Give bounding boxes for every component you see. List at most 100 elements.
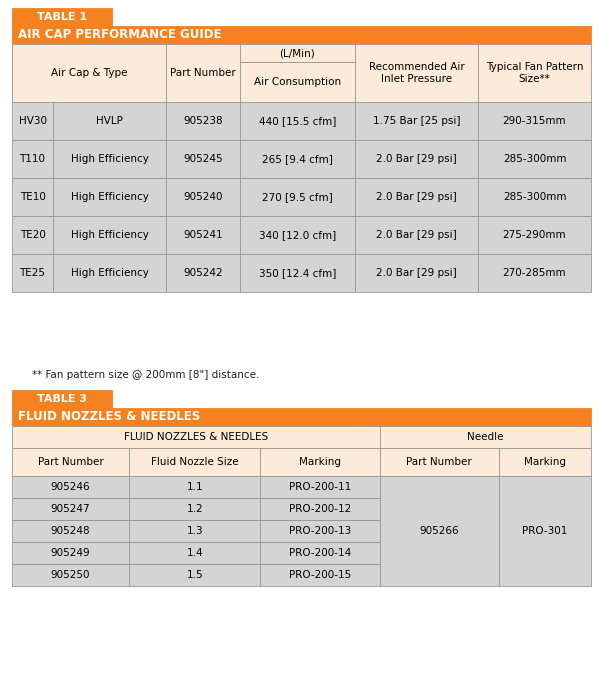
- Text: 2.0 Bar [29 psi]: 2.0 Bar [29 psi]: [376, 268, 457, 278]
- Bar: [12, 520, 129, 542]
- Bar: [478, 178, 591, 216]
- Bar: [499, 476, 591, 586]
- Bar: [499, 448, 591, 476]
- Bar: [12, 476, 129, 498]
- Bar: [240, 44, 355, 62]
- Bar: [260, 520, 379, 542]
- Text: TE25: TE25: [19, 268, 46, 278]
- Bar: [166, 254, 240, 292]
- Text: Part Number: Part Number: [406, 457, 472, 467]
- Text: 275-290mm: 275-290mm: [503, 230, 566, 240]
- Text: 905242: 905242: [183, 268, 223, 278]
- Text: 285-300mm: 285-300mm: [503, 192, 566, 202]
- Text: PRO-200-12: PRO-200-12: [289, 504, 351, 514]
- Bar: [12, 426, 379, 448]
- Text: High Efficiency: High Efficiency: [71, 230, 148, 240]
- Bar: [240, 178, 355, 216]
- Bar: [12, 390, 112, 408]
- Bar: [240, 44, 355, 102]
- Text: T110: T110: [19, 154, 46, 164]
- Text: PRO-200-14: PRO-200-14: [289, 548, 351, 558]
- Bar: [478, 102, 591, 140]
- Text: 270-285mm: 270-285mm: [503, 268, 566, 278]
- Text: 270 [9.5 cfm]: 270 [9.5 cfm]: [262, 192, 333, 202]
- Bar: [12, 44, 166, 102]
- Text: High Efficiency: High Efficiency: [71, 268, 148, 278]
- Bar: [53, 178, 166, 216]
- Text: Air Cap & Type: Air Cap & Type: [51, 68, 127, 78]
- Text: 2.0 Bar [29 psi]: 2.0 Bar [29 psi]: [376, 230, 457, 240]
- Text: 285-300mm: 285-300mm: [503, 154, 566, 164]
- Text: PRO-200-15: PRO-200-15: [289, 570, 351, 580]
- Bar: [129, 476, 260, 498]
- Text: 440 [15.5 cfm]: 440 [15.5 cfm]: [259, 116, 336, 126]
- Text: (L/Min): (L/Min): [280, 48, 315, 58]
- Bar: [240, 216, 355, 254]
- Text: 905241: 905241: [183, 230, 223, 240]
- Text: PRO-200-11: PRO-200-11: [289, 482, 351, 492]
- Bar: [260, 542, 379, 564]
- Bar: [129, 448, 260, 476]
- Text: TE20: TE20: [19, 230, 45, 240]
- Text: High Efficiency: High Efficiency: [71, 192, 148, 202]
- Bar: [240, 140, 355, 178]
- Text: 905249: 905249: [51, 548, 90, 558]
- Bar: [53, 216, 166, 254]
- Bar: [129, 564, 260, 586]
- Text: 290-315mm: 290-315mm: [503, 116, 566, 126]
- Bar: [478, 216, 591, 254]
- Text: 905240: 905240: [183, 192, 223, 202]
- Text: HV30: HV30: [19, 116, 46, 126]
- Text: Marking: Marking: [299, 457, 341, 467]
- Bar: [379, 476, 499, 586]
- Bar: [53, 254, 166, 292]
- Bar: [12, 8, 112, 26]
- Bar: [260, 498, 379, 520]
- Bar: [166, 216, 240, 254]
- Bar: [12, 216, 53, 254]
- Text: Marking: Marking: [524, 457, 566, 467]
- Text: High Efficiency: High Efficiency: [71, 154, 148, 164]
- Bar: [12, 448, 129, 476]
- Bar: [355, 254, 478, 292]
- Bar: [12, 102, 53, 140]
- Bar: [129, 520, 260, 542]
- Bar: [355, 44, 478, 102]
- Bar: [53, 102, 166, 140]
- Text: ** Fan pattern size @ 200mm [8"] distance.: ** Fan pattern size @ 200mm [8"] distanc…: [32, 370, 259, 380]
- Bar: [260, 476, 379, 498]
- Text: 905248: 905248: [51, 526, 90, 536]
- Text: FLUID NOZZLES & NEEDLES: FLUID NOZZLES & NEEDLES: [124, 432, 268, 442]
- Bar: [260, 448, 379, 476]
- Text: AIR CAP PERFORMANCE GUIDE: AIR CAP PERFORMANCE GUIDE: [18, 29, 221, 41]
- Text: 1.75 Bar [25 psi]: 1.75 Bar [25 psi]: [373, 116, 460, 126]
- Bar: [129, 542, 260, 564]
- Bar: [478, 254, 591, 292]
- Bar: [12, 140, 53, 178]
- Text: Needle: Needle: [467, 432, 504, 442]
- Text: 905245: 905245: [183, 154, 223, 164]
- Bar: [12, 564, 129, 586]
- Bar: [166, 44, 240, 102]
- Bar: [53, 44, 166, 102]
- Bar: [478, 140, 591, 178]
- Bar: [12, 408, 591, 426]
- Bar: [260, 564, 379, 586]
- Text: 1.5: 1.5: [186, 570, 203, 580]
- Bar: [166, 178, 240, 216]
- Bar: [12, 26, 591, 44]
- Bar: [478, 44, 591, 102]
- Text: Typical Fan Pattern
Size**: Typical Fan Pattern Size**: [486, 62, 583, 84]
- Bar: [53, 140, 166, 178]
- Text: 2.0 Bar [29 psi]: 2.0 Bar [29 psi]: [376, 192, 457, 202]
- Bar: [12, 542, 129, 564]
- Text: 905247: 905247: [51, 504, 90, 514]
- Text: 340 [12.0 cfm]: 340 [12.0 cfm]: [259, 230, 336, 240]
- Text: Recommended Air
Inlet Pressure: Recommended Air Inlet Pressure: [368, 62, 464, 84]
- Text: Fluid Nozzle Size: Fluid Nozzle Size: [151, 457, 239, 467]
- Bar: [379, 426, 591, 448]
- Text: TABLE 3: TABLE 3: [37, 394, 87, 404]
- Bar: [12, 44, 53, 102]
- Bar: [240, 102, 355, 140]
- Bar: [12, 178, 53, 216]
